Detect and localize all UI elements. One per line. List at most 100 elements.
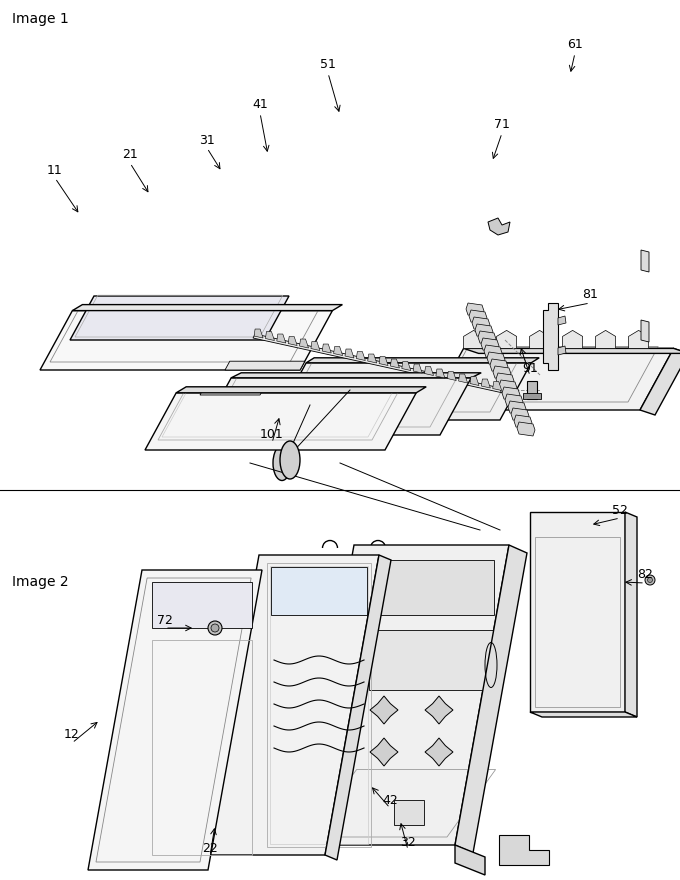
Polygon shape [562,330,583,348]
Bar [542,512,548,520]
Polygon shape [291,405,302,409]
Polygon shape [254,329,263,338]
Polygon shape [334,347,343,356]
Polygon shape [508,401,526,415]
Circle shape [612,692,622,702]
Circle shape [645,575,655,585]
Polygon shape [265,332,275,341]
Text: 91: 91 [522,362,538,375]
Text: 32: 32 [400,835,416,848]
Text: 12: 12 [64,729,80,742]
Polygon shape [514,415,532,429]
Polygon shape [530,512,625,712]
Polygon shape [458,374,468,383]
Circle shape [211,624,219,632]
Polygon shape [356,351,365,361]
Polygon shape [499,835,549,865]
Polygon shape [425,738,453,766]
Bar [560,512,566,520]
Polygon shape [322,344,331,353]
Polygon shape [299,339,309,348]
Polygon shape [200,378,471,435]
Polygon shape [488,218,510,235]
Polygon shape [285,436,296,438]
Polygon shape [505,394,523,408]
Polygon shape [88,570,262,870]
Ellipse shape [280,441,300,479]
Circle shape [533,692,543,702]
Polygon shape [641,250,649,272]
Text: 71: 71 [494,119,510,131]
Polygon shape [231,373,481,378]
Polygon shape [470,377,479,385]
Polygon shape [455,545,527,853]
Polygon shape [72,304,343,311]
Circle shape [533,522,543,532]
Polygon shape [370,696,398,724]
Polygon shape [369,630,494,690]
Circle shape [647,577,653,583]
Polygon shape [481,338,499,352]
Polygon shape [345,349,354,358]
Polygon shape [225,361,305,370]
Text: 81: 81 [582,289,598,302]
Polygon shape [472,317,490,331]
Circle shape [612,522,622,532]
Polygon shape [275,363,531,420]
Polygon shape [493,366,511,380]
Polygon shape [325,555,391,860]
Text: 61: 61 [567,39,583,52]
Bar [596,512,602,520]
Polygon shape [205,555,379,855]
Polygon shape [490,359,508,373]
Polygon shape [368,354,377,363]
Polygon shape [70,296,289,340]
Text: 101: 101 [260,429,284,442]
Polygon shape [390,359,399,368]
Text: Image 2: Image 2 [12,575,69,589]
Text: 31: 31 [199,134,215,146]
Bar [587,512,593,520]
Polygon shape [543,303,558,370]
Polygon shape [640,348,680,415]
Text: 51: 51 [320,58,336,71]
Polygon shape [502,387,520,401]
Polygon shape [200,388,264,395]
Polygon shape [424,366,434,376]
Text: 82: 82 [637,568,653,582]
Polygon shape [379,356,388,365]
Polygon shape [277,334,286,343]
Text: 21: 21 [122,149,138,162]
Polygon shape [496,330,517,348]
Text: 72: 72 [157,613,173,627]
Polygon shape [288,336,297,346]
Polygon shape [152,582,252,628]
Text: Image 1: Image 1 [12,12,69,26]
Bar [533,512,539,520]
Text: 41: 41 [252,99,268,112]
Polygon shape [530,330,549,348]
Polygon shape [436,369,445,378]
Text: 42: 42 [382,794,398,806]
Bar [614,512,620,520]
Text: 52: 52 [612,503,628,517]
Polygon shape [370,738,398,766]
Polygon shape [469,310,487,324]
Polygon shape [558,316,566,325]
Text: 11: 11 [47,164,63,177]
Polygon shape [487,352,505,366]
Polygon shape [369,560,494,615]
Polygon shape [641,320,649,342]
Bar [523,393,541,399]
Polygon shape [447,371,456,380]
Polygon shape [176,387,426,392]
Polygon shape [40,311,333,370]
Bar [578,512,584,520]
Polygon shape [306,358,539,363]
Bar [569,512,575,520]
Polygon shape [517,422,535,436]
Polygon shape [530,712,637,717]
Polygon shape [430,348,674,410]
Polygon shape [558,346,566,355]
Polygon shape [145,392,416,450]
